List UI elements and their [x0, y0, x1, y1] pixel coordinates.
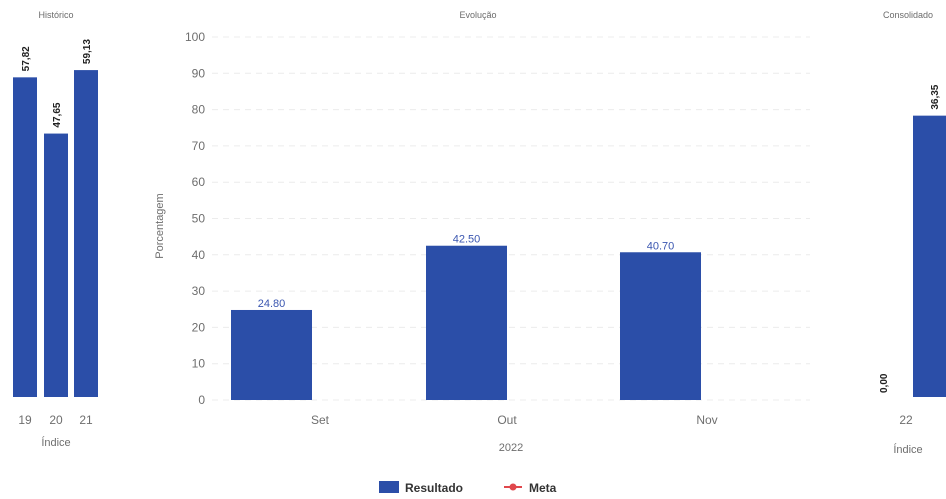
- evolucao-title: Evolução: [459, 10, 496, 20]
- legend-item-meta[interactable]: Meta: [504, 481, 557, 495]
- historico-x-tick-20: 20: [49, 413, 63, 427]
- evolucao-y-tick-10: 10: [192, 357, 206, 371]
- evolucao-value-label-Out: 42.50: [453, 234, 481, 246]
- historico-title: Histórico: [38, 10, 73, 20]
- historico-bar-20[interactable]: [44, 133, 68, 397]
- evolucao-x-tick-set: Set: [311, 413, 330, 427]
- historico-chart: Histórico 57,82 47,65 59,13 19 20 21 Índic…: [13, 10, 98, 449]
- historico-bar-21[interactable]: [74, 70, 98, 397]
- evolucao-y-tick-60: 60: [192, 175, 206, 189]
- evolucao-y-tick-0: 0: [198, 393, 205, 407]
- evolucao-y-tick-90: 90: [192, 66, 206, 80]
- evolucao-bar-Nov[interactable]: [620, 252, 701, 400]
- historico-x-tick-21: 21: [79, 413, 93, 427]
- evolucao-bar-Out[interactable]: [426, 245, 507, 400]
- evolucao-y-tick-40: 40: [192, 248, 206, 262]
- evolucao-x-tick-out: Out: [497, 413, 517, 427]
- legend-meta-dot-icon: [509, 483, 517, 491]
- consolidado-chart: Consolidado 0,00 36,35 22 Índice: [879, 10, 946, 456]
- consolidado-value-label-0: 0,00: [879, 373, 890, 393]
- evolucao-y-tick-100: 100: [185, 30, 205, 44]
- legend: Resultado Meta: [379, 481, 557, 495]
- historico-value-label-20: 47,65: [52, 102, 63, 127]
- evolucao-y-tick-70: 70: [192, 139, 206, 153]
- consolidado-x-tick-22: 22: [899, 413, 913, 427]
- evolucao-y-tick-30: 30: [192, 284, 206, 298]
- legend-resultado-label: Resultado: [405, 481, 463, 495]
- evolucao-x-tick-nov: Nov: [696, 413, 717, 427]
- consolidado-x-axis-title: Índice: [893, 443, 922, 456]
- historico-x-axis-title: Índice: [41, 436, 70, 449]
- legend-meta-label: Meta: [529, 481, 557, 495]
- consolidado-value-label-1: 36,35: [930, 84, 941, 109]
- legend-item-resultado[interactable]: Resultado: [379, 481, 463, 495]
- historico-x-tick-19: 19: [18, 413, 32, 427]
- historico-value-label-21: 59,13: [82, 39, 93, 64]
- consolidado-title: Consolidado: [883, 10, 933, 20]
- evolucao-y-axis-title: Porcentagem: [154, 193, 166, 258]
- consolidado-bar[interactable]: [913, 115, 946, 397]
- evolucao-x-axis-title: 2022: [499, 442, 523, 454]
- evolucao-value-label-Nov: 40.70: [647, 240, 675, 252]
- historico-value-label-19: 57,82: [21, 46, 32, 71]
- historico-bar-19[interactable]: [13, 77, 37, 397]
- evolucao-y-tick-80: 80: [192, 103, 206, 117]
- evolucao-y-tick-50: 50: [192, 212, 206, 226]
- evolucao-bar-Set[interactable]: [231, 309, 312, 400]
- evolucao-value-label-Set: 24.80: [258, 298, 286, 310]
- evolucao-y-tick-20: 20: [192, 320, 206, 334]
- legend-resultado-swatch: [379, 481, 399, 493]
